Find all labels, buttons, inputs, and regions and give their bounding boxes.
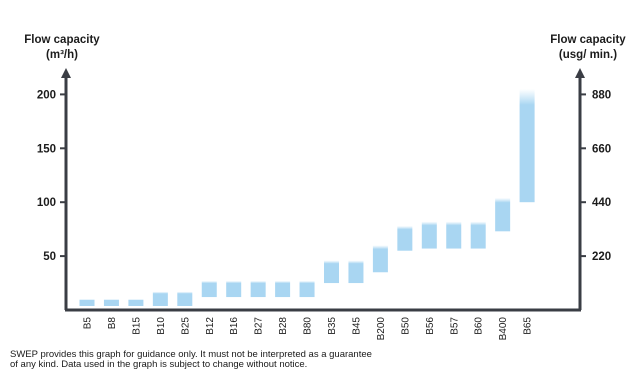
footnote-line-1: SWEP provides this graph for guidance on…: [10, 350, 372, 360]
right-tick-label: 220: [592, 251, 611, 263]
category-label: B35: [327, 317, 338, 335]
category-label: B45: [351, 317, 362, 335]
category-label: B28: [278, 317, 289, 335]
left-axis-title-line1: Flow capacity: [24, 34, 100, 46]
axes: [61, 68, 585, 312]
left-tick-label: 200: [37, 89, 56, 101]
category-label: B60: [474, 317, 485, 335]
category-label: B50: [400, 317, 411, 335]
bar-b15: [128, 299, 144, 306]
bar-b80: [299, 280, 315, 298]
category-label: B65: [523, 317, 534, 335]
bar-b28: [275, 280, 291, 298]
category-label: B25: [180, 317, 191, 335]
right-tick-label: 880: [592, 89, 611, 101]
left-tick-label: 100: [37, 197, 56, 209]
category-label: B15: [131, 317, 142, 335]
bar-b12: [201, 280, 217, 298]
bar-b65: [519, 89, 535, 203]
bar-b60: [470, 221, 486, 249]
bar-b56: [421, 221, 437, 249]
category-label: B57: [449, 317, 460, 335]
left-axis-arrow: [61, 68, 71, 78]
bar-b50: [397, 225, 413, 251]
bar-b25: [177, 291, 193, 306]
right-tick-label: 440: [592, 197, 611, 209]
category-label: B27: [254, 317, 265, 335]
ticks: 50 100 150 200 220 440 660 880: [37, 89, 611, 263]
category-label: B80: [303, 317, 314, 335]
right-tick-label: 660: [592, 143, 611, 155]
category-label: B12: [205, 317, 216, 335]
category-label: B8: [107, 317, 118, 330]
right-axis-title-line1: Flow capacity: [550, 34, 626, 46]
bar-b8: [103, 299, 119, 306]
bar-b27: [250, 280, 266, 298]
right-axis-arrow: [575, 68, 585, 78]
bar-b200: [372, 245, 388, 273]
left-axis-title-line2: (m³/h): [46, 49, 78, 61]
category-label: B10: [156, 317, 167, 335]
category-labels: B5 B8 B15 B10 B25 B12 B16 B27 B28 B80 B35 B45 B200 B5…: [83, 317, 534, 341]
left-tick-label: 50: [43, 251, 56, 263]
bar-b400: [495, 197, 511, 232]
bar-b5: [79, 299, 95, 306]
bar-b10: [152, 291, 168, 306]
bar-b45: [348, 260, 364, 284]
category-label: B400: [498, 317, 509, 341]
category-label: B16: [229, 317, 240, 335]
category-label: B56: [425, 317, 436, 335]
right-axis-title-line2: (usg/ min.): [559, 49, 617, 61]
bar-b16: [226, 280, 242, 298]
left-tick-label: 150: [37, 143, 56, 155]
chart-svg: Flow capacity (m³/h) Flow capacity (usg/…: [24, 34, 626, 341]
category-label: B5: [83, 317, 94, 330]
footnote: SWEP provides this graph for guidance on…: [10, 350, 630, 380]
right-axis-title: Flow capacity (usg/ min.): [550, 34, 626, 61]
bar-b57: [446, 221, 462, 249]
left-axis-title: Flow capacity (m³/h): [24, 34, 100, 61]
category-label: B200: [376, 317, 387, 341]
bars: [79, 89, 535, 306]
footnote-line-2: of any kind. Data used in the graph is s…: [10, 359, 308, 370]
bar-b35: [324, 260, 339, 284]
